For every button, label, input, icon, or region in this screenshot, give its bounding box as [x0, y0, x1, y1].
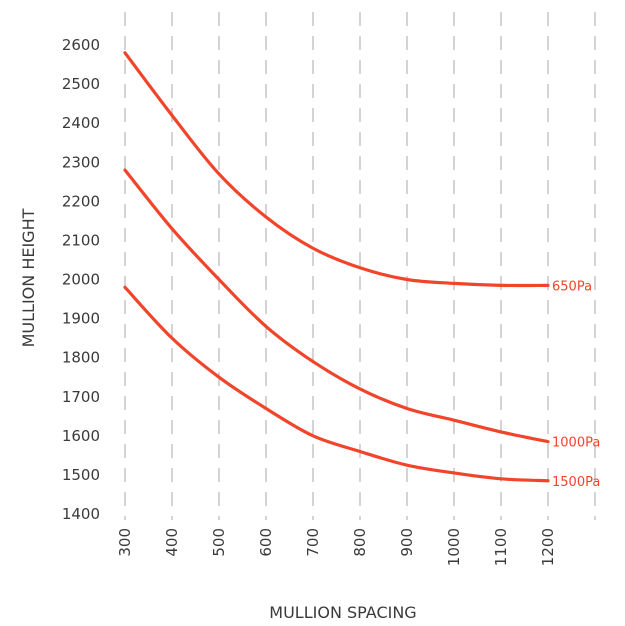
y-tick-label: 2600 — [62, 36, 100, 54]
series-labels: 650Pa 1000Pa 1500Pa — [552, 279, 600, 489]
x-tick-label: 800 — [351, 528, 369, 557]
series-line — [123, 285, 550, 483]
x-tick-labels: 300 400 500 600 700 800 900 1000 1100 1200 — [116, 528, 557, 566]
x-axis-label: MULLION SPACING — [269, 603, 416, 622]
x-tick-label: 400 — [163, 528, 181, 557]
y-tick-label: 1500 — [62, 466, 100, 484]
x-tick-label: 600 — [257, 528, 275, 557]
y-tick-label: 1700 — [62, 388, 100, 406]
y-tick-label: 2500 — [62, 75, 100, 93]
series-label: 650Pa — [552, 279, 592, 294]
x-tick-label: 300 — [116, 528, 134, 557]
y-tick-labels: 1400 1500 1600 1700 1800 1900 2000 2100 2200 2300… — [62, 36, 100, 523]
y-axis-label: MULLION HEIGHT — [19, 208, 38, 347]
y-tick-label: 2300 — [62, 153, 100, 171]
y-tick-label: 1600 — [62, 427, 100, 445]
series-label: 1500Pa — [552, 475, 600, 490]
series-label: 1000Pa — [552, 436, 600, 451]
x-tick-label: 700 — [304, 528, 322, 557]
y-tick-label: 1800 — [62, 349, 100, 367]
x-tick-label: 1000 — [445, 528, 463, 566]
y-tick-label: 2100 — [62, 231, 100, 249]
y-tick-label: 1900 — [62, 310, 100, 328]
grid-lines — [124, 12, 596, 520]
series-lines — [123, 51, 550, 483]
y-tick-label: 1400 — [62, 505, 100, 523]
y-tick-label: 2000 — [62, 271, 100, 289]
series-line — [123, 168, 550, 444]
y-tick-label: 2400 — [62, 114, 100, 132]
series-line — [123, 51, 550, 288]
x-tick-label: 500 — [210, 528, 228, 557]
x-tick-label: 900 — [398, 528, 416, 557]
x-tick-label: 1200 — [539, 528, 557, 566]
x-tick-label: 1100 — [492, 528, 510, 566]
y-tick-label: 2200 — [62, 192, 100, 210]
